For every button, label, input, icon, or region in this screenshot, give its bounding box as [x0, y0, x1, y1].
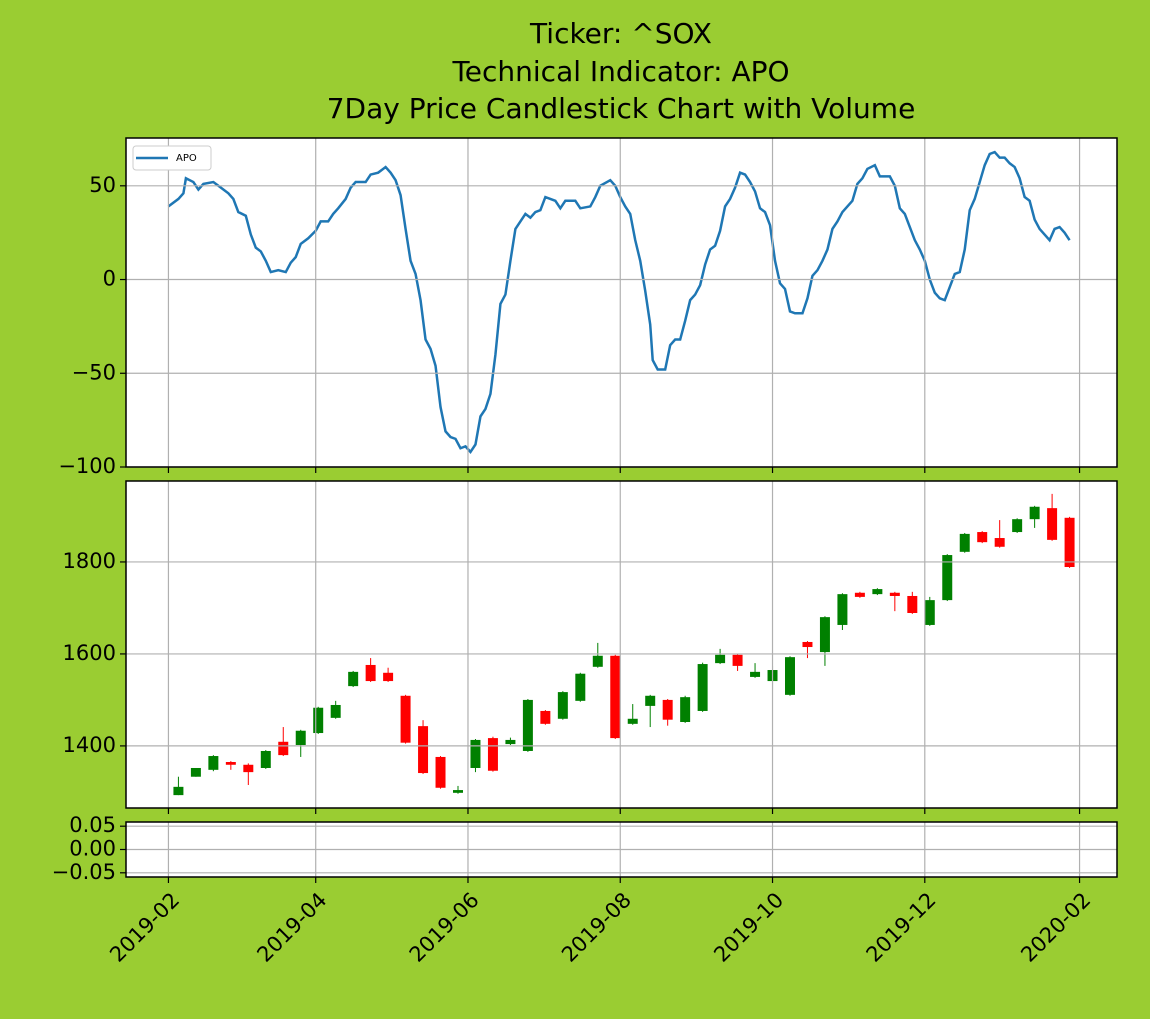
candle-body: [540, 710, 551, 724]
apo-line: [167, 150, 1071, 455]
candle-body: [435, 756, 446, 788]
candle-body: [837, 594, 848, 625]
candle-body: [1064, 517, 1075, 568]
candle-body: [819, 617, 830, 653]
candle-body: [173, 786, 184, 796]
candle-body: [994, 538, 1005, 547]
candle-body: [977, 532, 988, 543]
candle-body: [924, 600, 935, 625]
candle-body: [1012, 519, 1023, 533]
candle-body: [854, 592, 865, 597]
candle-body: [627, 718, 638, 724]
legend-label: APO: [176, 153, 197, 164]
y-tick-label: 1800: [63, 549, 116, 573]
candle-body: [365, 664, 376, 682]
candle-body: [802, 641, 813, 648]
candle-body: [907, 595, 918, 613]
y-tick-label: 0: [103, 267, 116, 291]
y-tick-label: 1600: [63, 641, 116, 665]
candle-body: [470, 739, 481, 768]
candle-body: [889, 592, 900, 596]
candle-body: [522, 699, 533, 751]
candle-body: [662, 699, 673, 720]
candle-body: [295, 730, 306, 745]
candle-body: [487, 738, 498, 771]
candle-body: [418, 726, 429, 774]
candle-body: [959, 533, 970, 552]
candle-body: [190, 767, 201, 777]
x-tick-label: 2020-02: [1016, 888, 1095, 967]
candle-body: [680, 697, 691, 722]
candle-body: [575, 673, 586, 701]
candle-body: [348, 671, 359, 687]
y-tick-label: −50: [72, 360, 116, 384]
plot-frame: [125, 480, 1118, 809]
candle-body: [313, 707, 324, 734]
chart-title: 7Day Price Candlestick Chart with Volume: [327, 92, 916, 125]
y-tick-label: 1400: [63, 733, 116, 757]
candle-body: [732, 654, 743, 666]
y-tick-label: 0.00: [69, 837, 116, 861]
candle-body: [942, 555, 953, 601]
candle-body: [278, 741, 289, 756]
candle-body: [645, 695, 656, 706]
candle-body: [1047, 508, 1058, 540]
plot-frame: [125, 821, 1118, 878]
plot-frame: [125, 137, 1118, 468]
candle-body: [505, 739, 516, 745]
candle-body: [243, 764, 254, 773]
chart-title: Ticker: ^SOX: [529, 17, 712, 50]
candle-body: [400, 695, 411, 743]
x-tick-label: 2019-02: [105, 888, 184, 967]
candle-body: [715, 654, 726, 664]
y-tick-label: 50: [89, 173, 116, 197]
x-tick-label: 2019-12: [862, 888, 941, 967]
legend-box: [132, 145, 212, 171]
plot-group: [167, 150, 1071, 455]
candle-body: [557, 692, 568, 719]
x-tick-label: 2019-06: [405, 888, 484, 967]
candle-body: [260, 750, 271, 768]
candle-body: [872, 589, 883, 595]
y-tick-label: −100: [58, 454, 116, 478]
candle-body: [330, 704, 341, 718]
candle-body: [750, 671, 761, 677]
candle-body: [225, 762, 236, 765]
y-tick-label: −0.05: [52, 860, 116, 884]
plot-area: [126, 138, 1117, 467]
plot-group: [173, 493, 1075, 796]
candle-body: [1029, 506, 1040, 520]
candle-body: [592, 655, 603, 667]
plot-area: [126, 481, 1117, 808]
x-tick-label: 2019-04: [252, 888, 331, 967]
y-tick-label: 0.05: [69, 813, 116, 837]
candle-body: [697, 664, 708, 711]
x-tick-label: 2019-10: [709, 888, 788, 967]
candle-body: [208, 756, 219, 770]
chart-title: Technical Indicator: APO: [451, 55, 789, 88]
candle-body: [453, 790, 463, 793]
x-tick-label: 2019-08: [557, 888, 636, 967]
candle-body: [383, 672, 394, 682]
candle-body: [785, 657, 795, 695]
candle-body: [610, 655, 621, 739]
